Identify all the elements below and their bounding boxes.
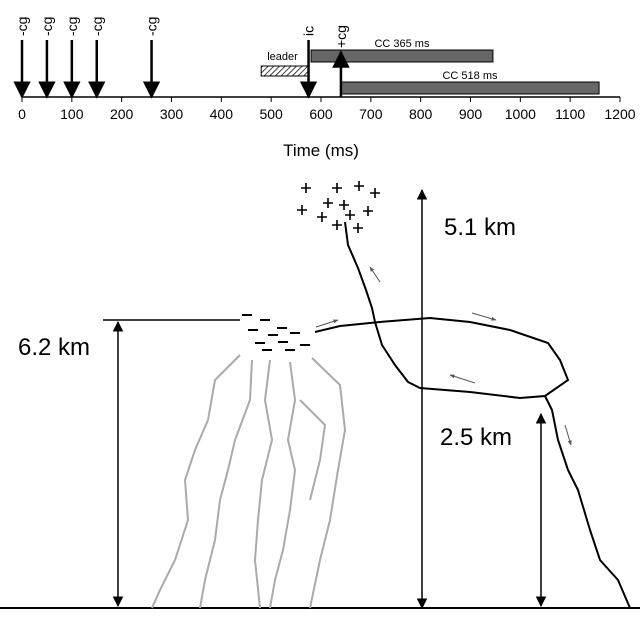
- cc-label: CC 365 ms: [374, 38, 430, 50]
- cc-bar: [340, 81, 600, 95]
- direction-arrows: [315, 266, 572, 446]
- x-tick-label: 700: [359, 106, 383, 122]
- cc-label: CC 518 ms: [442, 70, 498, 82]
- event-label: -cg: [14, 17, 30, 36]
- timeline: 0 100 200 300 400 500 600 700 800 900 1000 1100 1200…: [13, 17, 636, 160]
- leader-label: leader: [267, 51, 298, 63]
- event-label: -cg: [89, 17, 105, 36]
- event-label: ic: [301, 26, 317, 36]
- diagram: 5.1 km 6.2 km 2.5 km: [0, 181, 640, 610]
- x-tick-label: 1000: [505, 106, 536, 122]
- event-label: +cg: [333, 25, 349, 48]
- x-tick-label: 400: [210, 106, 234, 122]
- height-label: 5.1 km: [444, 214, 516, 241]
- event-label: -cg: [144, 17, 160, 36]
- negative-leaders: [151, 354, 347, 609]
- x-tick-label: 500: [259, 106, 283, 122]
- x-tick-label: 200: [110, 106, 134, 122]
- x-tick-label: 1200: [604, 106, 635, 122]
- x-tick-label: 1100: [555, 106, 585, 122]
- negative-charges: [242, 314, 310, 351]
- positive-charges: [297, 181, 380, 233]
- event-label: -cg: [64, 17, 80, 36]
- height-label: 6.2 km: [18, 334, 90, 361]
- x-tick-label: 0: [18, 106, 26, 122]
- x-tick-label: 600: [309, 106, 333, 122]
- event-label: -cg: [39, 17, 55, 36]
- leader-bar: [260, 65, 310, 77]
- x-tick-label: 900: [459, 106, 483, 122]
- x-tick-label: 800: [409, 106, 433, 122]
- height-label: 2.5 km: [440, 424, 512, 451]
- x-tick-label: 300: [160, 106, 184, 122]
- lightning-channel: [314, 221, 631, 609]
- cc-bar: [310, 49, 494, 63]
- x-tick-label: 100: [60, 106, 84, 122]
- x-axis-title: Time (ms): [283, 141, 359, 160]
